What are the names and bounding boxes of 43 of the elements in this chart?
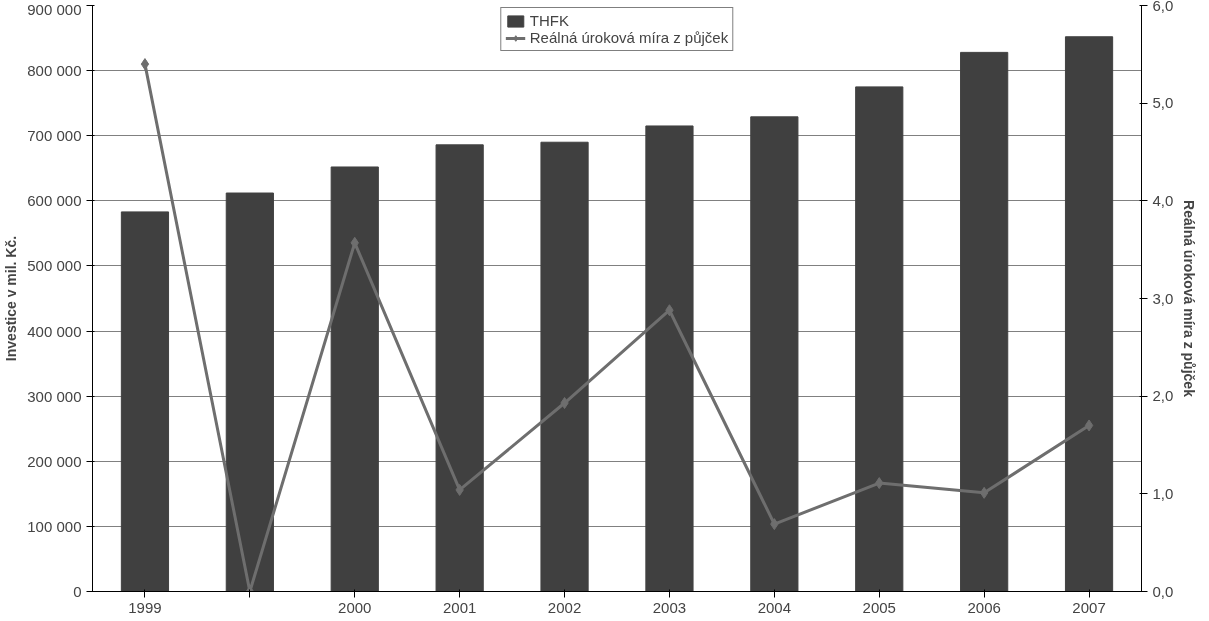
y-tick-label: 400 000 (27, 322, 82, 340)
x-tick-label: 1999 (128, 598, 162, 616)
y2-tick-label: 0,0 (1152, 582, 1174, 600)
bar (960, 51, 1009, 592)
y-tick-label: 0 (73, 583, 82, 600)
x-tick-label: 2003 (652, 598, 687, 616)
point (140, 58, 150, 71)
y-tick-label: 900 000 (27, 0, 82, 18)
y-tick-label: 600 000 (27, 192, 82, 210)
y-tick-label: 300 000 (27, 387, 82, 405)
bar (540, 141, 589, 592)
y-tick-label: 200 000 (27, 452, 82, 470)
y2-tick-label: 2,0 (1152, 387, 1174, 405)
bar (435, 144, 484, 592)
bar (855, 86, 904, 592)
x-tick-label: 2000 (338, 598, 372, 616)
y-tick-label: 100 000 (27, 517, 82, 535)
bar (330, 166, 379, 592)
point (560, 397, 569, 409)
bar (1064, 36, 1114, 592)
y2-tick-label: 1,0 (1152, 484, 1174, 502)
y2-axis-title: Reálná úroková míra z půjček (1181, 200, 1198, 398)
bar (645, 125, 694, 592)
x-tick-label: 2006 (967, 598, 1001, 616)
x-tick-label: 2005 (862, 598, 896, 616)
legend-label: Reálná úroková míra z půjček (529, 29, 729, 46)
y2-tick-label: 3,0 (1152, 289, 1174, 307)
y2-tick-label: 6,0 (1152, 0, 1174, 14)
y-axis-title: Investice v mil. Kč. (3, 235, 20, 362)
point (1084, 419, 1094, 432)
x-tick-label: 2007 (1072, 598, 1106, 616)
y-tick-label: 700 000 (27, 127, 82, 145)
bar (750, 116, 799, 592)
x-tick-label: 2001 (442, 598, 477, 616)
x-tick-label: 2002 (547, 598, 582, 616)
bar (225, 192, 274, 592)
y2-tick-label: 5,0 (1152, 94, 1174, 112)
y2-tick-label: 4,0 (1152, 191, 1174, 209)
bar (120, 211, 170, 592)
y-tick-label: 500 000 (27, 257, 82, 275)
x-tick-label: 2004 (757, 598, 792, 616)
legend-label: THFK (529, 12, 569, 29)
y-tick-label: 800 000 (27, 62, 82, 80)
